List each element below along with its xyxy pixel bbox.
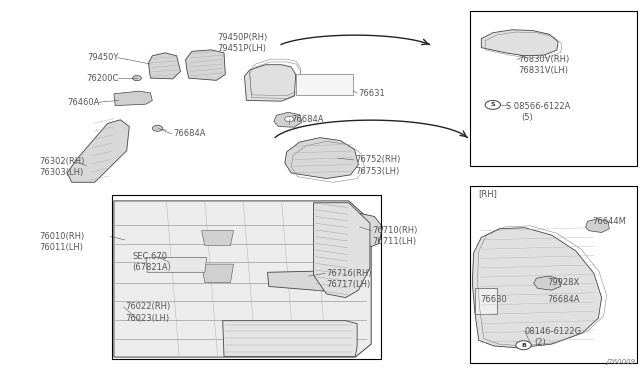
Text: 76011(LH): 76011(LH) [40, 243, 84, 252]
Polygon shape [67, 120, 129, 182]
Text: 76303(LH): 76303(LH) [40, 169, 84, 177]
Polygon shape [202, 231, 234, 246]
Text: 76022(RH): 76022(RH) [125, 302, 170, 311]
Text: 79928X: 79928X [547, 278, 579, 287]
Bar [470, 11, 637, 166]
Text: 76717(LH): 76717(LH) [326, 280, 371, 289]
Text: 76630: 76630 [480, 295, 507, 304]
Text: 76684A: 76684A [173, 129, 205, 138]
Circle shape [285, 116, 294, 122]
Text: (2): (2) [534, 339, 545, 347]
Text: 76684A: 76684A [291, 115, 324, 124]
Polygon shape [202, 264, 234, 283]
Bar [112, 195, 381, 359]
Text: 76716(RH): 76716(RH) [326, 269, 372, 278]
Text: 79450P(RH): 79450P(RH) [218, 33, 268, 42]
Text: 76631: 76631 [358, 89, 385, 97]
Circle shape [152, 125, 163, 131]
Polygon shape [285, 138, 358, 179]
Polygon shape [586, 219, 609, 232]
Bar [475, 288, 497, 314]
Text: B: B [521, 343, 526, 348]
Text: 76010(RH): 76010(RH) [40, 232, 85, 241]
Polygon shape [146, 257, 207, 272]
Text: 76711(LH): 76711(LH) [372, 237, 417, 246]
Text: 76752(RH): 76752(RH) [355, 155, 401, 164]
Text: 76830V(RH): 76830V(RH) [518, 55, 570, 64]
Text: [RH]: [RH] [478, 189, 497, 198]
Text: 76302(RH): 76302(RH) [40, 157, 85, 166]
Text: 76200C: 76200C [86, 74, 118, 83]
Text: S 08566-6122A: S 08566-6122A [506, 102, 570, 110]
Polygon shape [148, 53, 180, 79]
Circle shape [485, 100, 500, 109]
Text: S: S [490, 102, 495, 108]
Polygon shape [314, 203, 370, 298]
Text: (67821A): (67821A) [132, 263, 172, 272]
Polygon shape [274, 112, 302, 127]
Text: 08146-6122G: 08146-6122G [525, 327, 582, 336]
Text: 76831V(LH): 76831V(LH) [518, 66, 568, 75]
Polygon shape [114, 201, 371, 357]
Polygon shape [472, 228, 602, 348]
Circle shape [516, 341, 531, 350]
Polygon shape [223, 321, 357, 356]
Text: 76460A: 76460A [67, 98, 99, 107]
Text: 79451P(LH): 79451P(LH) [218, 44, 267, 53]
Bar [296, 74, 353, 95]
Text: 76684A: 76684A [547, 295, 580, 304]
Polygon shape [186, 50, 225, 80]
Text: J760009: J760009 [605, 359, 635, 365]
Text: 79450Y: 79450Y [87, 53, 118, 62]
Text: 76644M: 76644M [592, 217, 626, 226]
Text: SEC.670: SEC.670 [132, 252, 168, 261]
Polygon shape [244, 65, 296, 101]
Polygon shape [481, 30, 558, 56]
Text: 76023(LH): 76023(LH) [125, 314, 169, 323]
Polygon shape [268, 271, 339, 291]
Text: 76710(RH): 76710(RH) [372, 226, 418, 235]
Circle shape [132, 76, 141, 81]
Bar [470, 186, 637, 363]
Polygon shape [325, 213, 383, 249]
Polygon shape [534, 276, 561, 290]
Polygon shape [114, 91, 152, 106]
Text: (5): (5) [522, 113, 533, 122]
Text: 76753(LH): 76753(LH) [355, 167, 399, 176]
